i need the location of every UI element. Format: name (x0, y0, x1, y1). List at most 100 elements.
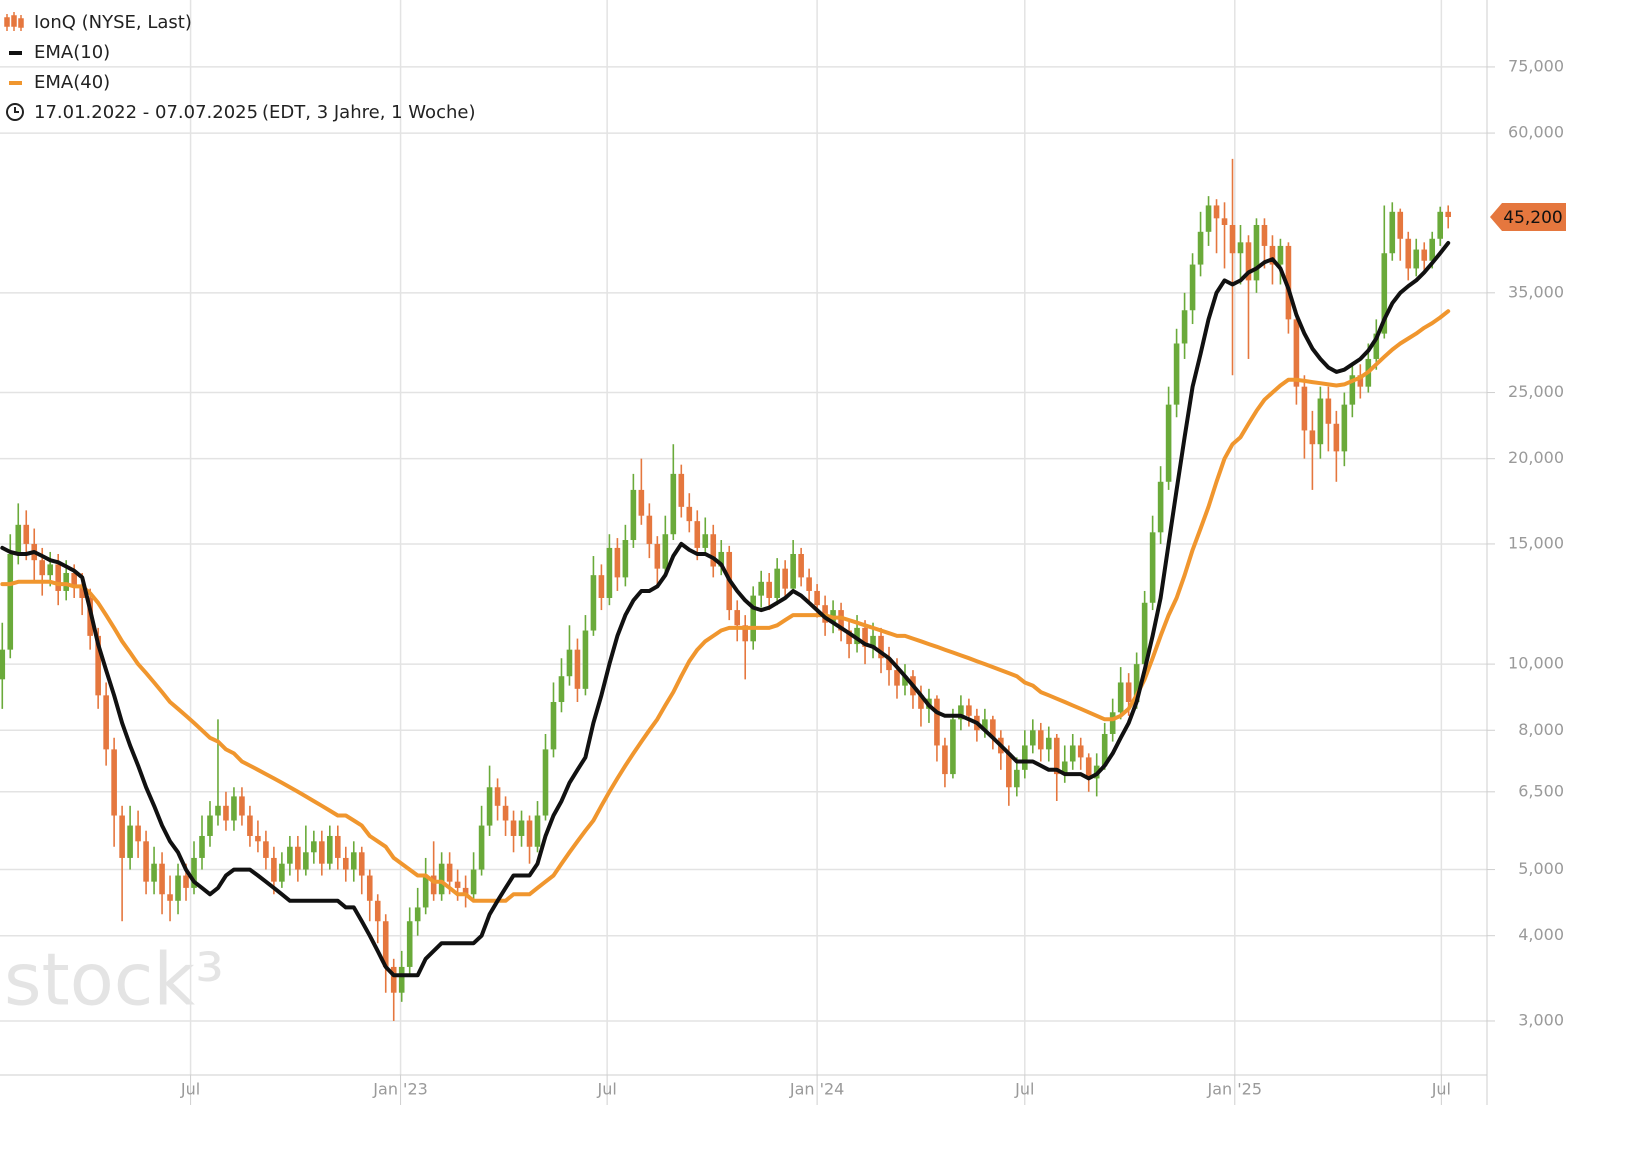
candle-icon (4, 12, 24, 31)
candle-body (1301, 386, 1308, 431)
x-tick-label: Jan '25 (1207, 1080, 1263, 1099)
candle-body (1205, 205, 1212, 232)
candle-body (710, 534, 717, 567)
candle-body (350, 852, 357, 870)
candle-body (478, 825, 485, 870)
candle-body (374, 900, 381, 922)
candle-body (702, 534, 709, 548)
candle-body (878, 635, 884, 659)
candle-body (1173, 343, 1180, 405)
candle-body (462, 887, 469, 895)
candle-body (295, 846, 301, 870)
candle-body (678, 473, 685, 507)
candle-body (223, 805, 229, 821)
candle-body (263, 841, 269, 858)
candle-body (982, 719, 988, 731)
candle-body (614, 547, 621, 578)
candle-body (990, 719, 996, 738)
legend-label: EMA(10) (34, 42, 110, 63)
candle-body (766, 581, 772, 598)
candle-body (1197, 231, 1204, 265)
candle-body (327, 835, 333, 864)
candle-body (806, 577, 812, 591)
candle-body (486, 787, 493, 826)
candle-body (1157, 481, 1164, 533)
candle-body (23, 524, 30, 544)
candle-body (287, 846, 293, 864)
y-tick-label: 60,000 (1508, 123, 1564, 142)
y-tick-label: 5,000 (1518, 859, 1564, 878)
candle-body (175, 875, 181, 901)
candle-body (590, 575, 597, 631)
candle-body (1133, 664, 1140, 703)
candle-body (902, 676, 908, 686)
candle-body (239, 796, 245, 816)
candle-body (774, 568, 780, 598)
candle-body (494, 787, 501, 806)
candle-body (550, 702, 557, 750)
candle-body (646, 515, 653, 544)
candle-body (1006, 753, 1012, 788)
candle-body (526, 820, 533, 847)
candle-body (63, 572, 69, 591)
candle-body (1141, 602, 1148, 665)
candle-body (1277, 245, 1284, 265)
candle-body (1325, 398, 1332, 424)
candle-body (638, 489, 645, 516)
candle-body (798, 553, 804, 578)
candle-body (0, 649, 6, 680)
candle-body (398, 966, 405, 993)
candle-body (942, 745, 948, 775)
legend-title: IonQ (NYSE, Last) (34, 12, 192, 33)
candle-body (39, 560, 46, 576)
candle-body (854, 627, 860, 645)
candle-body (119, 815, 125, 858)
candle-body (334, 835, 341, 858)
candle-body (1053, 737, 1060, 775)
candle-body (1261, 224, 1268, 246)
candle-body (135, 825, 141, 842)
candle-body (1333, 423, 1340, 452)
candle-body (1293, 319, 1300, 387)
candle-body (1285, 245, 1292, 320)
clock-icon (6, 103, 24, 121)
candle-body (151, 863, 157, 882)
x-tick-label: Jul (180, 1080, 200, 1099)
candle-body (1022, 745, 1028, 770)
candle-body (1189, 264, 1196, 311)
candle-body (718, 551, 725, 567)
last-price-tag (1490, 203, 1566, 232)
candle-body (1381, 253, 1388, 334)
candle-body (247, 815, 253, 836)
candle-body (79, 586, 85, 598)
candle-body (846, 630, 852, 645)
candle-body (1413, 249, 1420, 269)
candle-body (1237, 242, 1244, 254)
y-tick-label: 8,000 (1518, 720, 1564, 739)
candle-body (231, 796, 237, 821)
candle-body (1405, 238, 1412, 269)
candle-body (311, 841, 317, 853)
candle-body (1357, 375, 1364, 387)
candle-body (758, 581, 764, 596)
candle-body (71, 572, 77, 587)
y-tick-label: 4,000 (1518, 925, 1564, 944)
candle-body (582, 630, 589, 689)
candle-body (1421, 249, 1428, 261)
candle-body (1117, 682, 1124, 713)
candle-body (518, 820, 525, 836)
candle-body (159, 863, 165, 895)
candle-body (279, 863, 285, 882)
y-tick-label: 10,000 (1508, 654, 1564, 673)
candle-body (127, 825, 133, 858)
candle-body (558, 676, 565, 703)
candle-body (1181, 310, 1188, 344)
candle-body (454, 881, 461, 888)
candle-body (894, 670, 900, 686)
candle-body (742, 625, 749, 642)
candle-body (103, 695, 109, 750)
candle-body (255, 835, 261, 842)
candle-body (358, 852, 365, 876)
candle-body (1037, 730, 1044, 750)
